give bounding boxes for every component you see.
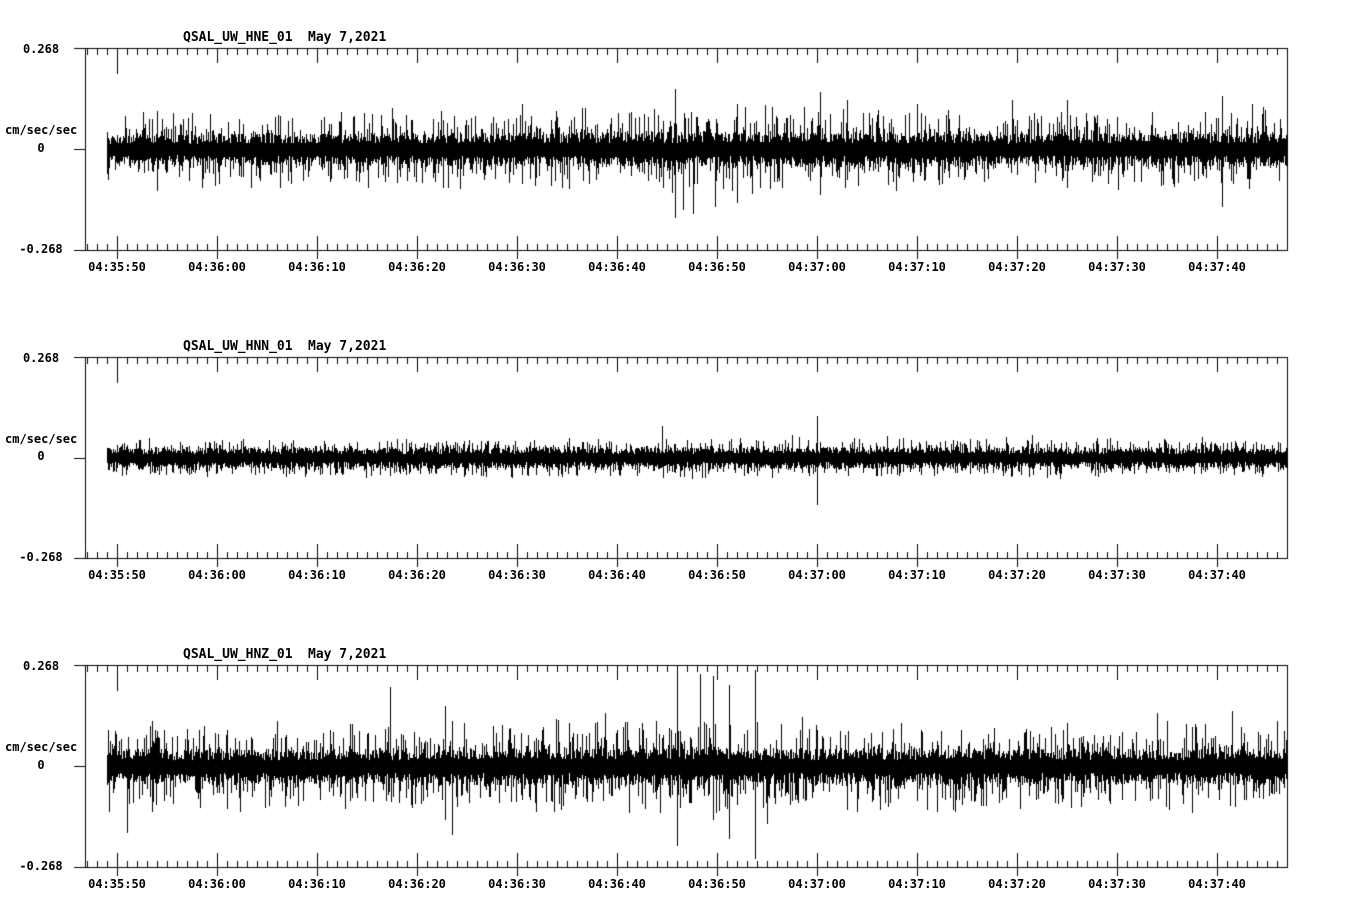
time-tick-label: 04:37:10 — [888, 568, 946, 582]
time-tick-label: 04:36:00 — [188, 260, 246, 274]
amplitude-max-label: 0.268 — [22, 351, 60, 365]
time-tick-label: 04:37:30 — [1088, 260, 1146, 274]
time-tick-label: 04:36:40 — [588, 877, 646, 891]
time-tick-label: 04:35:50 — [88, 568, 146, 582]
time-tick-label: 04:36:10 — [288, 877, 346, 891]
amplitude-min-label: -0.268 — [19, 242, 63, 256]
amplitude-max-label: 0.268 — [22, 659, 60, 673]
time-tick-label: 04:37:20 — [988, 568, 1046, 582]
time-tick-label: 04:37:20 — [988, 877, 1046, 891]
time-tick-label: 04:37:00 — [788, 568, 846, 582]
time-tick-label: 04:37:30 — [1088, 568, 1146, 582]
time-tick-label: 04:36:50 — [688, 568, 746, 582]
time-tick-label: 04:36:30 — [488, 260, 546, 274]
trace-date: May 7,2021 — [308, 30, 387, 45]
time-tick-label: 04:36:50 — [688, 260, 746, 274]
time-tick-label: 04:36:00 — [188, 877, 246, 891]
time-tick-label: 04:36:20 — [388, 568, 446, 582]
time-tick-label: 04:36:20 — [388, 877, 446, 891]
amplitude-max-label: 0.268 — [22, 42, 60, 56]
time-tick-label: 04:37:40 — [1188, 877, 1246, 891]
amplitude-units-label: cm/sec/sec — [5, 432, 78, 446]
time-tick-label: 04:37:20 — [988, 260, 1046, 274]
trace-date: May 7,2021 — [308, 339, 387, 354]
time-tick-label: 04:35:50 — [88, 877, 146, 891]
amplitude-units-label: cm/sec/sec — [5, 123, 78, 137]
amplitude-min-label: -0.268 — [19, 859, 63, 873]
time-tick-label: 04:36:20 — [388, 260, 446, 274]
time-tick-label: 04:37:00 — [788, 260, 846, 274]
trace-title: QSAL_UW_HNZ_01 — [183, 647, 293, 662]
time-tick-label: 04:36:30 — [488, 877, 546, 891]
time-tick-label: 04:36:40 — [588, 260, 646, 274]
time-tick-label: 04:37:10 — [888, 877, 946, 891]
time-tick-label: 04:36:10 — [288, 568, 346, 582]
time-tick-label: 04:37:40 — [1188, 568, 1246, 582]
time-tick-label: 04:36:30 — [488, 568, 546, 582]
amplitude-min-label: -0.268 — [19, 550, 63, 564]
time-tick-label: 04:36:40 — [588, 568, 646, 582]
amplitude-units-label: cm/sec/sec — [5, 740, 78, 754]
amplitude-zero-label: 0 — [37, 758, 45, 772]
trace-title: QSAL_UW_HNN_01 — [183, 339, 293, 354]
time-tick-label: 04:35:50 — [88, 260, 146, 274]
time-tick-label: 04:37:00 — [788, 877, 846, 891]
amplitude-zero-label: 0 — [37, 449, 45, 463]
amplitude-zero-label: 0 — [37, 141, 45, 155]
time-tick-label: 04:37:30 — [1088, 877, 1146, 891]
time-tick-label: 04:37:10 — [888, 260, 946, 274]
time-tick-label: 04:36:10 — [288, 260, 346, 274]
time-tick-label: 04:36:00 — [188, 568, 246, 582]
time-tick-label: 04:37:40 — [1188, 260, 1246, 274]
time-tick-label: 04:36:50 — [688, 877, 746, 891]
trace-title: QSAL_UW_HNE_01 — [183, 30, 293, 45]
trace-date: May 7,2021 — [308, 647, 387, 662]
